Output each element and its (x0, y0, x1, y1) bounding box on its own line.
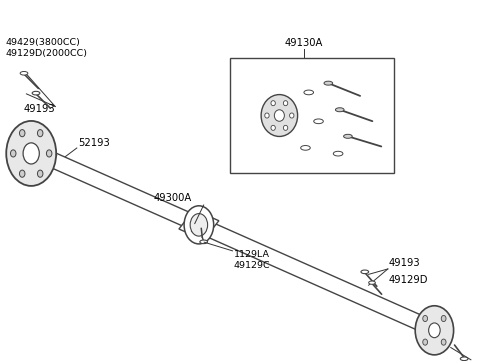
Text: 49129D: 49129D (389, 275, 428, 285)
Ellipse shape (11, 150, 16, 157)
Ellipse shape (32, 91, 40, 95)
Ellipse shape (271, 101, 276, 106)
Ellipse shape (344, 134, 352, 138)
Ellipse shape (333, 151, 343, 156)
Text: 1129LA
49129C: 1129LA 49129C (234, 250, 271, 270)
Text: 49130A: 49130A (285, 38, 323, 48)
Ellipse shape (423, 339, 428, 345)
Text: 49300A: 49300A (154, 193, 192, 203)
Ellipse shape (304, 90, 313, 95)
Ellipse shape (184, 206, 214, 244)
Ellipse shape (283, 101, 288, 106)
Text: 49429(3800CC)
49129D(2000CC): 49429(3800CC) 49129D(2000CC) (6, 38, 88, 58)
Ellipse shape (415, 306, 454, 355)
Ellipse shape (23, 143, 39, 164)
Ellipse shape (361, 270, 369, 274)
Ellipse shape (369, 281, 375, 284)
Ellipse shape (20, 170, 25, 177)
Polygon shape (39, 150, 193, 226)
Ellipse shape (190, 214, 208, 236)
Ellipse shape (271, 125, 276, 130)
Ellipse shape (441, 316, 446, 322)
Ellipse shape (200, 240, 207, 244)
Ellipse shape (423, 316, 428, 322)
Ellipse shape (336, 108, 344, 112)
Ellipse shape (20, 130, 25, 137)
Ellipse shape (6, 121, 56, 186)
Ellipse shape (37, 170, 43, 177)
Ellipse shape (261, 95, 298, 136)
Ellipse shape (47, 150, 52, 157)
Ellipse shape (441, 339, 446, 345)
Ellipse shape (265, 113, 269, 118)
Ellipse shape (314, 119, 324, 123)
Ellipse shape (37, 130, 43, 137)
Polygon shape (41, 148, 57, 160)
Polygon shape (179, 210, 219, 240)
Text: 52193: 52193 (78, 138, 110, 148)
Polygon shape (204, 223, 435, 334)
Ellipse shape (300, 145, 310, 150)
Ellipse shape (289, 113, 294, 118)
Ellipse shape (460, 357, 468, 361)
Text: 49193: 49193 (24, 104, 56, 114)
Ellipse shape (20, 71, 28, 75)
Ellipse shape (429, 323, 440, 338)
Ellipse shape (275, 110, 284, 121)
Bar (230, 58, 394, 173)
Ellipse shape (324, 81, 333, 85)
Ellipse shape (283, 125, 288, 130)
Text: 49193: 49193 (389, 258, 420, 268)
